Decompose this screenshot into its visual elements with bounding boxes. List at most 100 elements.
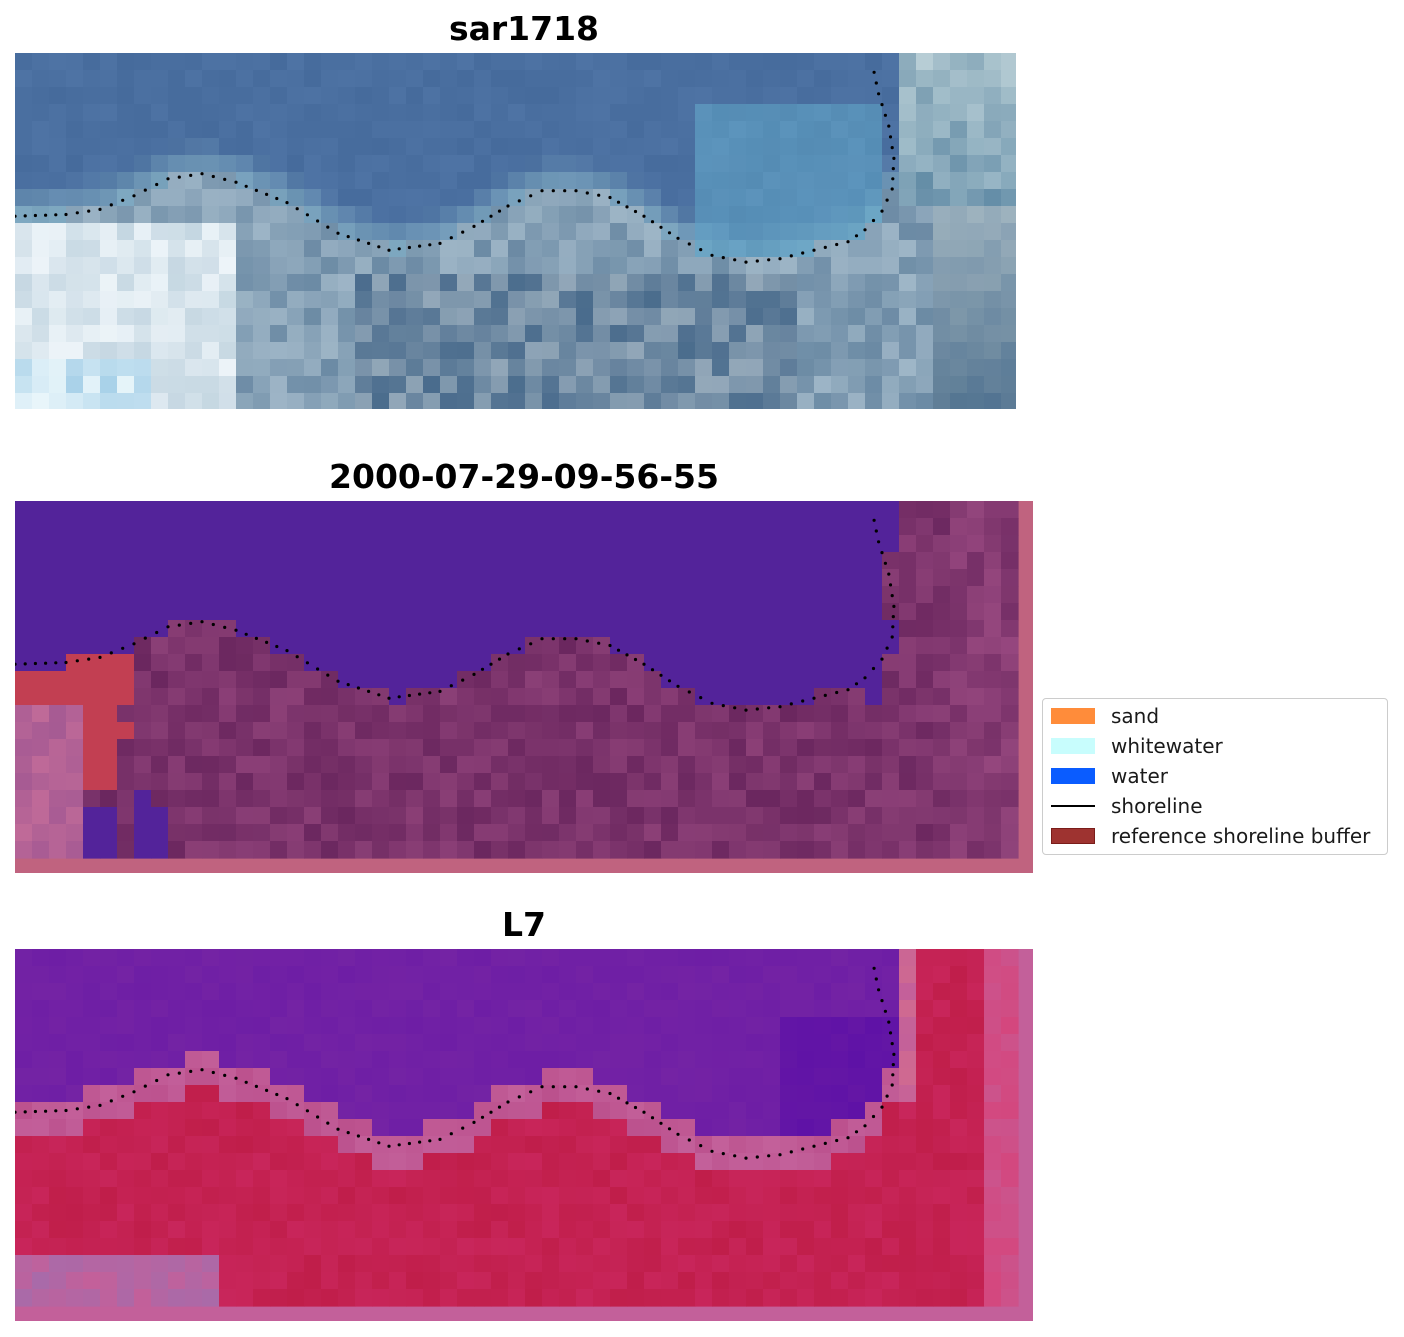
- sar-pixel: [49, 257, 67, 275]
- l7-pixel: [559, 1187, 577, 1205]
- l7-pixel: [474, 1102, 492, 1120]
- l7-pixel: [848, 1153, 866, 1171]
- sar-pixel: [100, 104, 118, 122]
- sar-pixel: [627, 223, 645, 241]
- legend-label-sand: sand: [1111, 704, 1160, 728]
- class-pixel: [610, 790, 628, 808]
- sar-pixel: [151, 87, 169, 105]
- l7-pixel: [49, 1204, 67, 1222]
- l7-pixel: [593, 1153, 611, 1171]
- class-pixel: [457, 535, 475, 553]
- sar-pixel: [916, 342, 934, 360]
- sar-pixel: [831, 291, 849, 309]
- sar-pixel: [695, 189, 713, 207]
- class-pixel: [933, 824, 951, 842]
- sar-pixel: [525, 274, 543, 292]
- class-pixel: [168, 722, 186, 740]
- l7-pixel: [32, 1238, 50, 1256]
- sar-pixel: [321, 206, 339, 224]
- class-pixel: [270, 705, 288, 723]
- sar-pixel: [49, 172, 67, 190]
- class-pixel: [576, 518, 594, 536]
- sar-pixel: [100, 121, 118, 139]
- class-pixel: [814, 518, 832, 536]
- l7-pixel: [661, 1153, 679, 1171]
- class-pixel: [797, 637, 815, 655]
- sar-pixel: [491, 308, 509, 326]
- sar-pixel: [678, 189, 696, 207]
- l7-pixel: [406, 1272, 424, 1290]
- sar-shoreline-dot: [497, 209, 502, 213]
- sar-pixel: [678, 172, 696, 190]
- class-pixel: [967, 824, 985, 842]
- l7-pixel: [66, 1289, 84, 1307]
- sar-pixel: [1001, 325, 1016, 343]
- l7-pixel: [593, 1136, 611, 1154]
- l7-shoreline-dot: [234, 1076, 238, 1080]
- l7-pixel: [797, 1034, 815, 1052]
- l7-pixel: [984, 983, 1002, 1001]
- class-pixel: [729, 841, 747, 859]
- l7-pixel: [763, 1289, 781, 1307]
- sar-pixel: [117, 155, 135, 173]
- class-pixel: [491, 722, 509, 740]
- l7-pixel: [270, 1255, 288, 1273]
- l7-pixel: [865, 1221, 883, 1239]
- sar-pixel: [117, 240, 135, 258]
- class-pixel: [950, 824, 968, 842]
- sar-pixel: [321, 257, 339, 275]
- sar-pixel: [712, 257, 730, 275]
- l7-pixel: [117, 1221, 135, 1239]
- sar-pixel: [525, 121, 543, 139]
- l7-pixel: [814, 949, 832, 967]
- l7-pixel: [678, 1153, 696, 1171]
- l7-shoreline-dot: [887, 1020, 891, 1024]
- class-pixel: [831, 552, 849, 570]
- class-pixel: [185, 722, 203, 740]
- sar-pixel: [304, 70, 322, 88]
- l7-pixel: [831, 1034, 849, 1052]
- l7-pixel: [882, 1034, 900, 1052]
- l7-pixel: [253, 1068, 271, 1086]
- l7-pixel: [270, 1272, 288, 1290]
- l7-pixel: [372, 1238, 390, 1256]
- class-pixel: [865, 705, 883, 723]
- sar-pixel: [1001, 172, 1016, 190]
- sar-pixel: [678, 257, 696, 275]
- l7-pixel: [440, 1068, 458, 1086]
- class-pixel: [202, 620, 220, 638]
- sar-pixel: [542, 138, 560, 156]
- l7-pixel: [49, 949, 67, 967]
- class-pixel: [440, 841, 458, 859]
- class-pixel: [746, 756, 764, 774]
- sar-pixel: [763, 325, 781, 343]
- class-pixel: [338, 518, 356, 536]
- sar-pixel: [83, 359, 101, 377]
- sar-pixel: [933, 172, 951, 190]
- l7-pixel: [66, 1000, 84, 1018]
- l7-shoreline-dot: [891, 1073, 895, 1077]
- l7-shoreline-dot: [890, 1042, 894, 1046]
- sar-shoreline-dot: [285, 201, 289, 205]
- class-pixel: [1001, 790, 1019, 808]
- l7-pixel: [168, 1238, 186, 1256]
- class-pixel: [117, 671, 135, 689]
- sar-pixel: [151, 121, 169, 139]
- l7-pixel: [916, 1102, 934, 1120]
- l7-pixel: [15, 966, 33, 984]
- class-pixel: [661, 586, 679, 604]
- l7-pixel: [542, 1170, 560, 1188]
- l7-pixel: [644, 1238, 662, 1256]
- l7-pixel: [202, 1255, 220, 1273]
- class-pixel: [253, 756, 271, 774]
- sar-pixel: [593, 308, 611, 326]
- l7-pixel: [406, 1017, 424, 1035]
- class-pixel: [270, 603, 288, 621]
- class-pixel: [32, 501, 50, 519]
- l7-pixel: [49, 966, 67, 984]
- sar-pixel: [423, 87, 441, 105]
- l7-pixel: [491, 1102, 509, 1120]
- sar-pixel: [763, 155, 781, 173]
- l7-pixel: [219, 1119, 237, 1137]
- sar-pixel: [15, 342, 33, 360]
